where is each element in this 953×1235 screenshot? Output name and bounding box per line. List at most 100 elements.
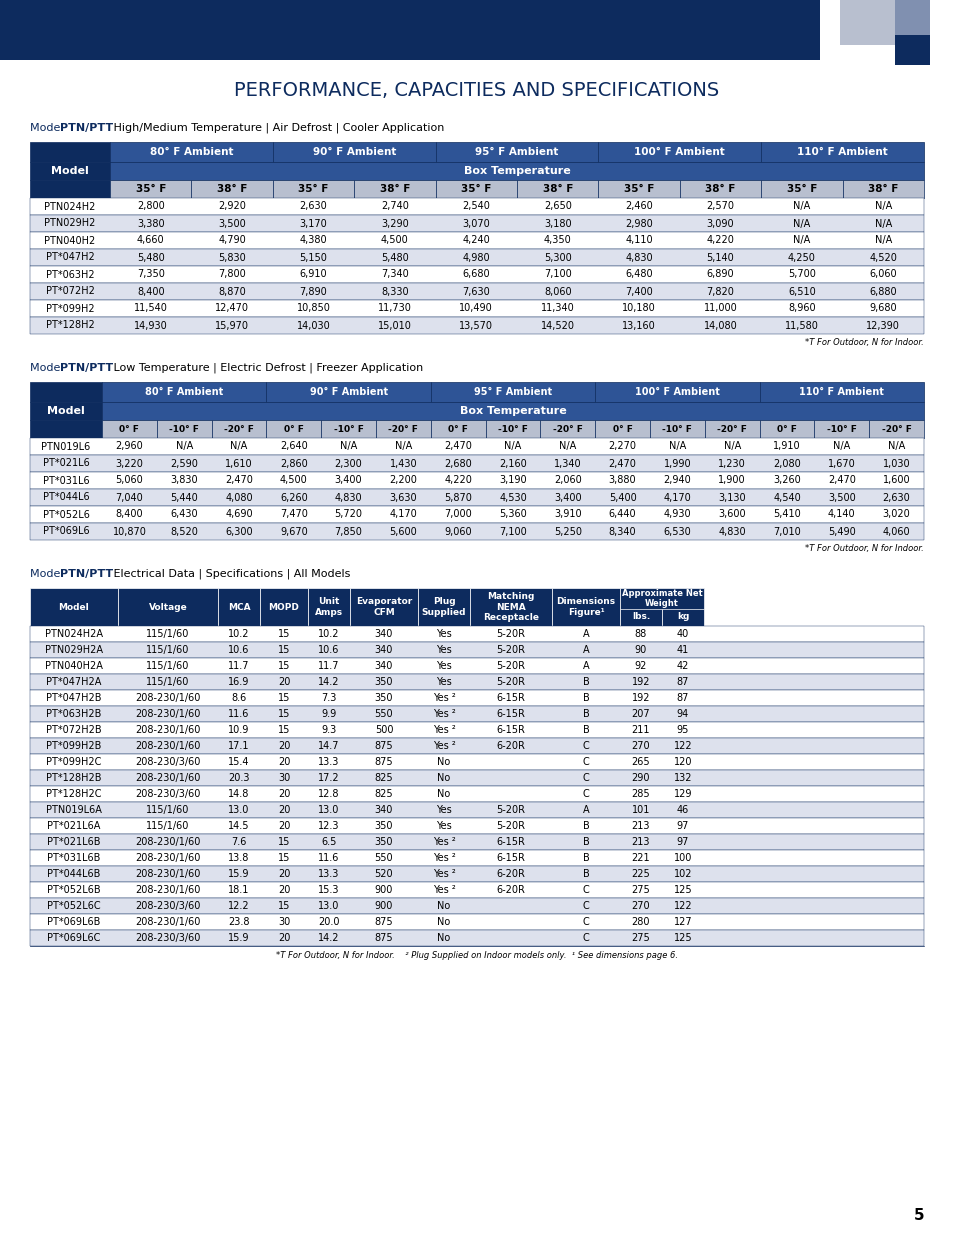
Text: 2,470: 2,470 (444, 441, 472, 452)
Text: 14,080: 14,080 (703, 321, 737, 331)
Text: 15: 15 (277, 693, 290, 703)
Text: C: C (582, 773, 589, 783)
Text: 6-20R: 6-20R (497, 885, 525, 895)
Text: 2,940: 2,940 (663, 475, 691, 485)
Text: 1,670: 1,670 (827, 458, 855, 468)
Text: 2,300: 2,300 (335, 458, 362, 468)
Text: 5,060: 5,060 (115, 475, 143, 485)
Bar (30, 755, 923, 769)
Text: 500: 500 (375, 725, 393, 735)
Text: 15.9: 15.9 (228, 932, 250, 944)
Text: 10,490: 10,490 (459, 304, 493, 314)
Text: 7.3: 7.3 (321, 693, 336, 703)
Text: MOPD: MOPD (269, 603, 299, 611)
Text: N/A: N/A (668, 441, 685, 452)
Text: -10° F: -10° F (826, 425, 856, 433)
Text: 88: 88 (634, 629, 646, 638)
Text: 12.3: 12.3 (318, 821, 339, 831)
Text: 5: 5 (912, 1208, 923, 1223)
Text: 5,480: 5,480 (380, 252, 408, 263)
Text: PT*069L6: PT*069L6 (43, 526, 90, 536)
Text: 80° F Ambient: 80° F Ambient (145, 387, 223, 396)
Text: 20: 20 (277, 741, 290, 751)
Bar (30, 283, 923, 300)
Text: 11.7: 11.7 (228, 661, 250, 671)
Text: 4,060: 4,060 (882, 526, 909, 536)
Text: 192: 192 (631, 677, 650, 687)
Text: 9.3: 9.3 (321, 725, 336, 735)
Text: 2,200: 2,200 (389, 475, 416, 485)
Text: N/A: N/A (558, 441, 576, 452)
Text: 6,440: 6,440 (608, 510, 636, 520)
Text: C: C (582, 741, 589, 751)
Text: 132: 132 (673, 773, 692, 783)
Bar (30, 882, 923, 898)
Bar (894, 0, 929, 35)
Text: No: No (436, 789, 450, 799)
Text: 265: 265 (631, 757, 650, 767)
Bar (30, 506, 923, 522)
Text: 4,830: 4,830 (718, 526, 745, 536)
Text: 125: 125 (673, 932, 692, 944)
Text: PT*069L6C: PT*069L6C (48, 932, 101, 944)
Text: 5-20R: 5-20R (496, 821, 525, 831)
Text: No: No (436, 918, 450, 927)
Text: Yes ²: Yes ² (432, 869, 455, 879)
Text: 41: 41 (677, 645, 688, 655)
Text: C: C (582, 932, 589, 944)
Text: 7,350: 7,350 (136, 269, 165, 279)
Text: 208-230/1/60: 208-230/1/60 (135, 773, 200, 783)
Text: 5,480: 5,480 (136, 252, 165, 263)
Bar (321, 420, 375, 438)
Text: 350: 350 (375, 821, 393, 831)
Text: 2,960: 2,960 (115, 441, 143, 452)
Text: Model: Model (30, 124, 67, 133)
Text: 208-230/3/60: 208-230/3/60 (135, 789, 200, 799)
Text: 20.3: 20.3 (228, 773, 250, 783)
Bar (354, 180, 436, 198)
Bar (30, 438, 923, 454)
Text: 4,170: 4,170 (389, 510, 416, 520)
Text: 97: 97 (676, 821, 688, 831)
Text: PERFORMANCE, CAPACITIES AND SPECIFICATIONS: PERFORMANCE, CAPACITIES AND SPECIFICATIO… (234, 80, 719, 100)
Text: 275: 275 (631, 932, 650, 944)
Text: 7.6: 7.6 (231, 837, 247, 847)
Text: 7,400: 7,400 (624, 287, 652, 296)
Text: 5,830: 5,830 (218, 252, 246, 263)
Text: 95° F Ambient: 95° F Ambient (474, 387, 552, 396)
Text: 5,360: 5,360 (498, 510, 526, 520)
Text: 15: 15 (277, 645, 290, 655)
Text: 14.8: 14.8 (228, 789, 250, 799)
Bar (30, 198, 923, 215)
Text: 6,260: 6,260 (279, 493, 308, 503)
Text: PT*099H2C: PT*099H2C (47, 757, 102, 767)
Bar (436, 180, 517, 198)
Text: A: A (582, 805, 589, 815)
Bar (470, 588, 552, 626)
Text: 30: 30 (277, 773, 290, 783)
Bar (102, 420, 156, 438)
Text: Yes ²: Yes ² (432, 853, 455, 863)
Text: 3,830: 3,830 (171, 475, 198, 485)
Bar (539, 420, 595, 438)
Text: 5,410: 5,410 (772, 510, 800, 520)
Text: PT*128H2C: PT*128H2C (46, 789, 102, 799)
Text: 350: 350 (375, 693, 393, 703)
Text: N/A: N/A (722, 441, 740, 452)
Text: Model: Model (47, 406, 85, 416)
Text: PTN040H2A: PTN040H2A (45, 661, 103, 671)
Text: 1,990: 1,990 (663, 458, 691, 468)
Text: 520: 520 (375, 869, 393, 879)
Text: 3,290: 3,290 (380, 219, 408, 228)
Text: N/A: N/A (504, 441, 521, 452)
Text: 11,000: 11,000 (703, 304, 737, 314)
Text: *T For Outdoor, N for Indoor.: *T For Outdoor, N for Indoor. (804, 543, 923, 552)
Bar (212, 420, 266, 438)
Bar (30, 722, 923, 739)
Text: 4,140: 4,140 (827, 510, 855, 520)
Text: 20: 20 (277, 821, 290, 831)
Text: 7,630: 7,630 (462, 287, 490, 296)
Text: PTN/PTT: PTN/PTT (60, 124, 113, 133)
Text: N/A: N/A (793, 219, 810, 228)
Text: 8,400: 8,400 (136, 287, 164, 296)
